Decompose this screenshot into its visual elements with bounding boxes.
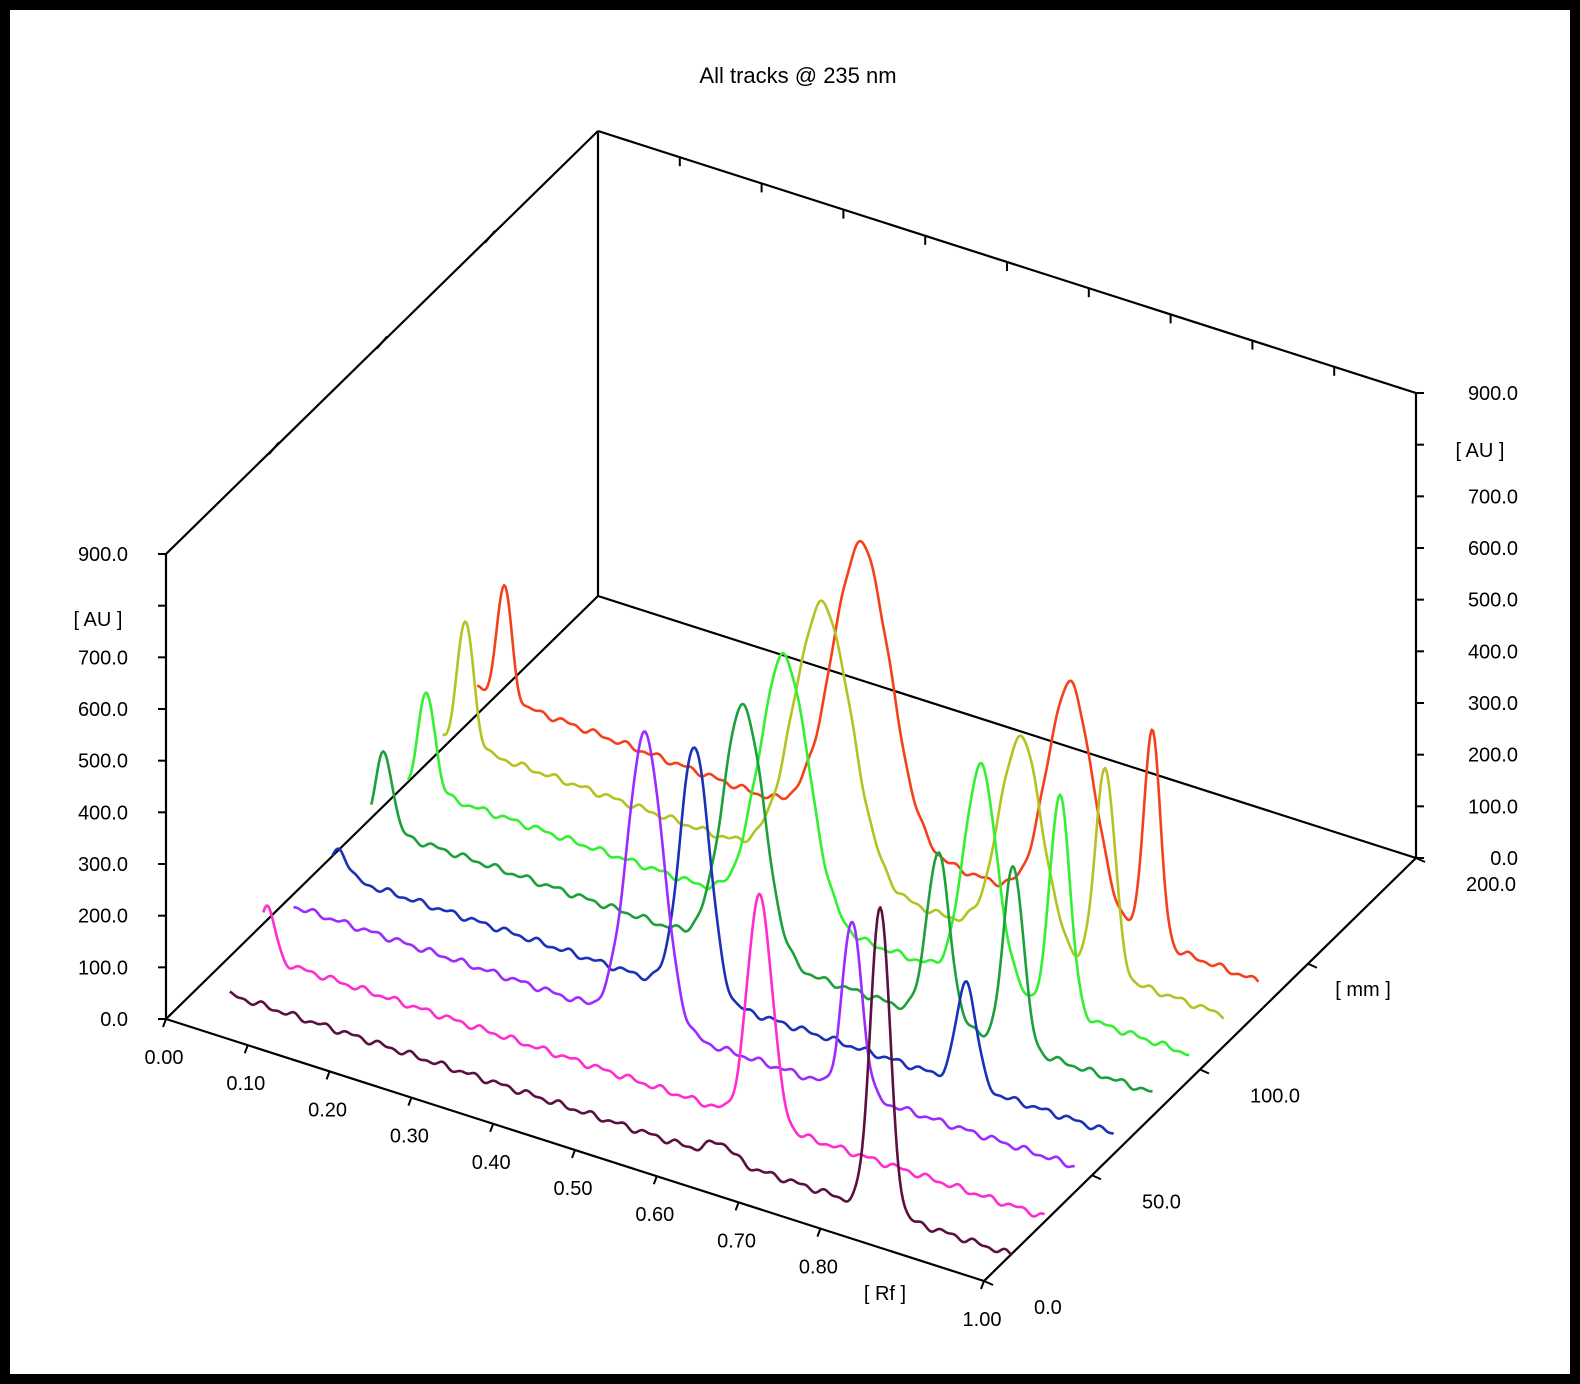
- x-axis-label: [ Rf ]: [864, 1283, 906, 1305]
- x-tick-label: 0.10: [226, 1073, 265, 1095]
- left-z-tick-label: 300.0: [78, 854, 128, 876]
- trace-line: [442, 599, 1225, 1020]
- depth-tick-label: 200.0: [1466, 874, 1516, 896]
- x-tick: [489, 1123, 495, 1133]
- x-tick-label: 1.00: [963, 1309, 1002, 1331]
- right-z-tick-label: 100.0: [1468, 796, 1518, 818]
- right-z-axis-label: [ AU ]: [1456, 440, 1505, 462]
- depth-tick: [1199, 1068, 1210, 1075]
- x-tick-label: 0.70: [717, 1230, 756, 1252]
- x-tick-label: 0.60: [635, 1204, 674, 1226]
- left-z-tick-label: 900.0: [78, 544, 128, 566]
- x-tick: [734, 1202, 740, 1211]
- trace-line: [293, 730, 1075, 1169]
- x-tick: [325, 1071, 331, 1080]
- left-z-tick-label: 600.0: [78, 699, 128, 721]
- x-tick-label: 0.00: [145, 1047, 184, 1069]
- x-tick-label: 0.50: [554, 1178, 593, 1200]
- depth-tick-label: 100.0: [1250, 1086, 1300, 1108]
- left-z-tick-label: 500.0: [78, 751, 128, 773]
- x-tick: [162, 1018, 167, 1028]
- left-z-tick-label: 200.0: [78, 906, 128, 928]
- x-tick-label: 0.30: [390, 1126, 429, 1148]
- left-z-tick-label: 0.0: [100, 1009, 128, 1031]
- top-left-tick: [268, 441, 280, 455]
- trace-line: [370, 702, 1153, 1093]
- right-z-tick-label: 500.0: [1468, 590, 1518, 612]
- axes: [164, 129, 1418, 1283]
- top-left-tick: [376, 335, 388, 350]
- depth-tick: [983, 1280, 994, 1286]
- right-z-tick-label: 900.0: [1468, 383, 1518, 405]
- x-tick: [652, 1175, 658, 1185]
- x-tick-label: 0.40: [472, 1152, 511, 1174]
- trace-line: [229, 906, 1013, 1256]
- back-floor-left-edge: [165, 595, 599, 1020]
- depth-tick-label: 50.0: [1142, 1191, 1181, 1213]
- chart-title: All tracks @ 235 nm: [699, 63, 896, 88]
- back-floor-edge: [597, 594, 1417, 860]
- top-left-tick: [484, 230, 496, 244]
- trace-line: [331, 746, 1114, 1135]
- left-z-tick-label: 100.0: [78, 957, 128, 979]
- left-z-tick-label: 700.0: [78, 647, 128, 669]
- x-tick: [816, 1228, 822, 1237]
- right-z-tick-label: 700.0: [1468, 486, 1518, 508]
- right-z-tick-label: 0.0: [1490, 848, 1518, 870]
- right-z-tick-label: 600.0: [1468, 538, 1518, 560]
- x-tick: [571, 1149, 576, 1159]
- x-tick-label: 0.80: [799, 1257, 838, 1279]
- trace-line: [406, 651, 1190, 1057]
- left-z-tick-label: 400.0: [78, 802, 128, 824]
- x-tick: [243, 1044, 249, 1054]
- axis-ticks: 0.0 100.0 200.0 300.0 400.0 500.0 600.0 700.0 90…: [78, 157, 1518, 1331]
- depth-tick: [1415, 857, 1426, 863]
- x-tick: [980, 1280, 985, 1290]
- x-tick: [407, 1097, 413, 1106]
- right-z-tick-label: 300.0: [1468, 693, 1518, 715]
- right-z-tick-label: 200.0: [1468, 745, 1518, 767]
- depth-tick: [1307, 962, 1318, 969]
- x-tick-label: 0.20: [308, 1099, 347, 1121]
- trace-line: [262, 892, 1046, 1218]
- left-z-axis-label: [ AU ]: [74, 609, 123, 631]
- trace-line: [476, 539, 1260, 983]
- depth-tick-label: 0.0: [1034, 1297, 1062, 1319]
- right-z-tick-label: 400.0: [1468, 641, 1518, 663]
- depth-axis-label: [ mm ]: [1335, 979, 1391, 1001]
- depth-tick: [1091, 1174, 1102, 1181]
- traces: [229, 539, 1260, 1256]
